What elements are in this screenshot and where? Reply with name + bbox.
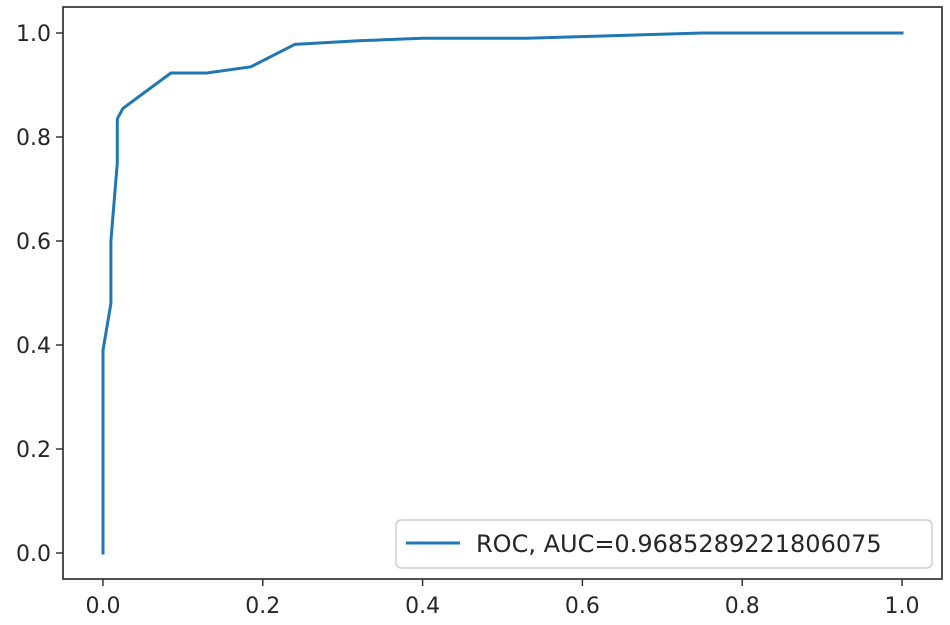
y-tick-label: 0.0 xyxy=(16,542,51,567)
plot-area xyxy=(63,7,942,579)
y-tick-label: 0.8 xyxy=(16,126,51,151)
y-tick-label: 0.2 xyxy=(16,438,51,463)
y-tick-label: 1.0 xyxy=(16,22,51,47)
y-tick-label: 0.6 xyxy=(16,230,51,255)
x-tick-label: 0.2 xyxy=(245,594,280,619)
legend-label: ROC, AUC=0.9685289221806075 xyxy=(476,530,882,558)
x-axis-ticks: 0.0 0.2 0.4 0.6 0.8 1.0 xyxy=(85,579,920,619)
y-tick-label: 0.4 xyxy=(16,334,51,359)
legend-box xyxy=(395,519,933,569)
x-tick-label: 0.6 xyxy=(565,594,600,619)
x-tick-label: 1.0 xyxy=(885,594,920,619)
y-axis-ticks: 0.0 0.2 0.4 0.6 0.8 1.0 xyxy=(16,22,63,567)
x-tick-label: 0.8 xyxy=(725,594,760,619)
x-tick-label: 0.0 xyxy=(85,594,120,619)
series-layer xyxy=(101,31,904,555)
roc-curve-line xyxy=(101,31,904,555)
x-tick-label: 0.4 xyxy=(405,594,440,619)
legend: ROC, AUC=0.9685289221806075 xyxy=(395,519,933,569)
plot-frame xyxy=(62,6,943,580)
